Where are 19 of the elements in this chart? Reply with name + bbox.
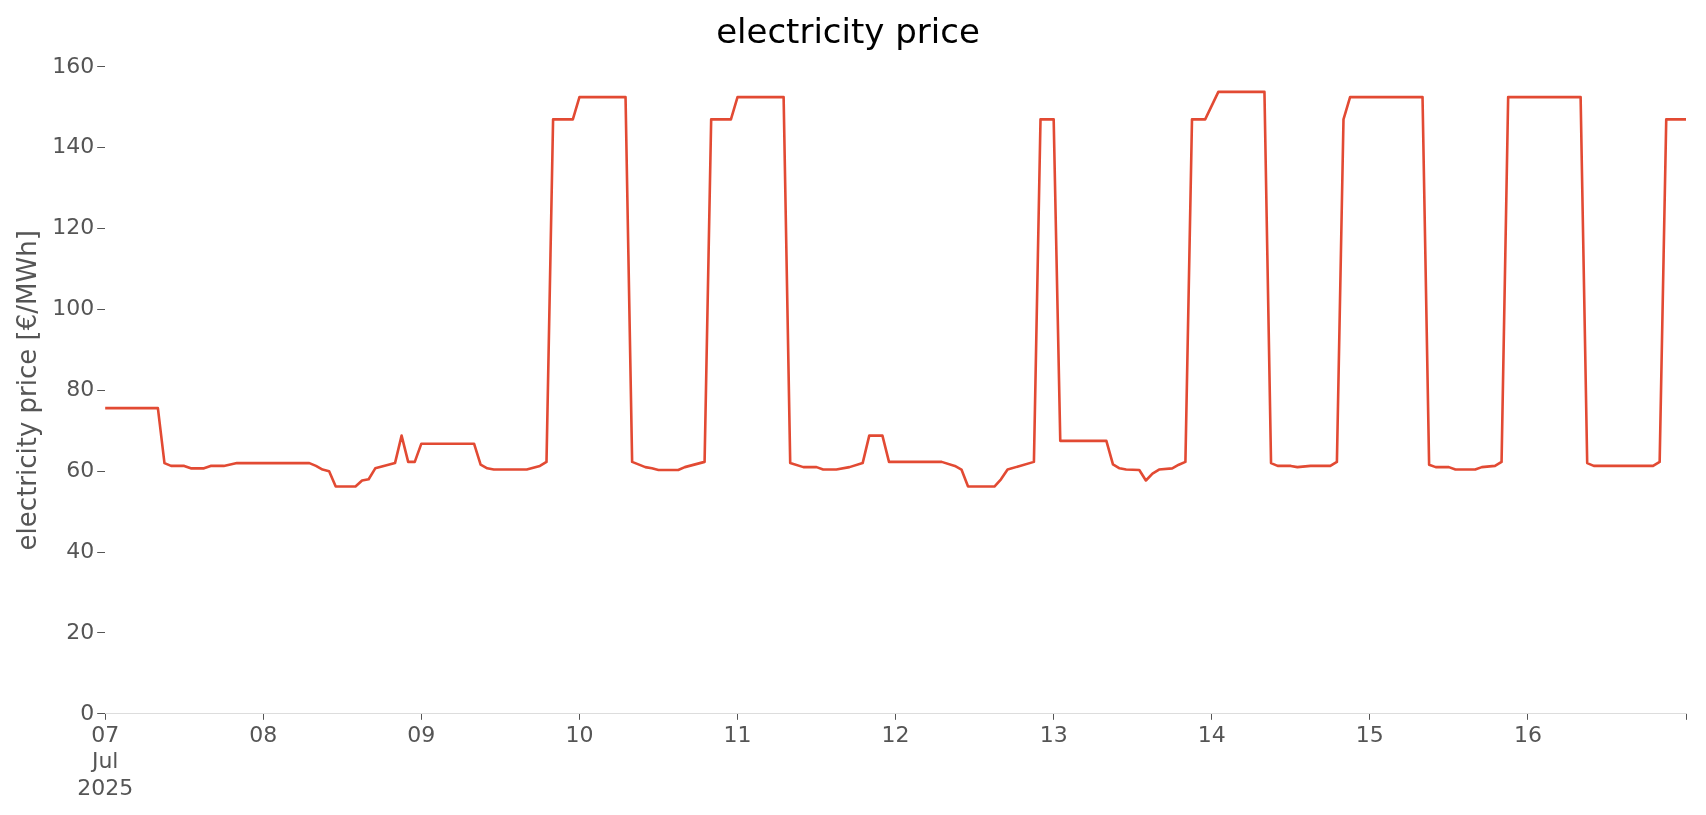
y-axis-title: electricity price [€/MWh] [12,230,43,551]
x-tick-label: 11 [723,721,752,747]
x-tick-label: 12 [881,721,910,747]
y-tick-label: 160 [52,52,95,78]
x-tick-label: 08 [249,721,278,747]
x-tick-label: 13 [1039,721,1068,747]
y-tick-label: 120 [52,214,95,240]
y-tick-label: 20 [66,618,95,644]
y-tick-label: 60 [66,456,95,482]
x-tick-label: 15 [1355,721,1384,747]
x-tick-label: 09 [407,721,436,747]
y-tick-label: 80 [66,376,95,402]
y-tick-label: 100 [52,295,95,321]
x-tick-label: 16 [1513,721,1542,747]
y-tick-label: 40 [66,537,95,563]
x-tick-label: 10 [565,721,594,747]
y-tick-label: 140 [52,133,95,159]
chart-title: electricity price [716,11,980,52]
x-tick-label: 14 [1197,721,1226,747]
